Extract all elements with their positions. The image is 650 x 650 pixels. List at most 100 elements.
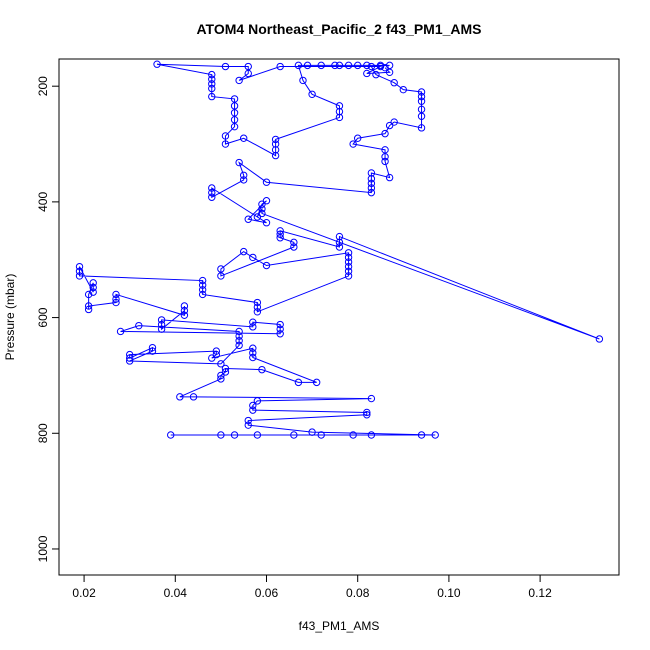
data-point [258, 209, 266, 218]
x-tick-label: 0.04 [164, 586, 188, 600]
data-point [198, 276, 207, 285]
data-point [335, 102, 344, 110]
data-point [381, 129, 389, 138]
data-point [84, 302, 93, 310]
data-point [344, 249, 353, 257]
data-point [176, 393, 184, 401]
x-axis-title: f43_PM1_AMS [299, 619, 380, 633]
data-point [208, 70, 216, 79]
data-point [249, 344, 257, 352]
data-point [135, 321, 143, 330]
data-point [353, 134, 362, 142]
data-point [294, 378, 303, 387]
data-point [367, 175, 376, 183]
data-point [262, 197, 271, 205]
data-point [230, 122, 239, 131]
data-point [221, 132, 230, 140]
data-point [290, 243, 298, 251]
data-point [399, 85, 407, 94]
data-point [335, 107, 344, 116]
data-point [89, 283, 97, 292]
data-point [344, 272, 353, 280]
data-point [244, 62, 252, 71]
data-point [390, 79, 398, 87]
data-point [208, 92, 216, 101]
data-point [148, 343, 157, 352]
data-point [125, 354, 134, 362]
data-point [217, 265, 225, 273]
data-point [208, 193, 216, 201]
data-point [198, 290, 207, 299]
data-point [262, 178, 271, 186]
data-point [253, 298, 262, 307]
data-point [344, 61, 353, 70]
data-point [258, 200, 266, 208]
data-point [417, 105, 426, 114]
data-point [381, 153, 389, 161]
data-point [221, 62, 230, 71]
data-point [385, 121, 394, 130]
data-point [381, 146, 389, 154]
data-point [253, 303, 262, 311]
data-point [112, 295, 120, 303]
data-point [353, 61, 362, 70]
data-point [417, 97, 426, 105]
data-point [235, 332, 243, 340]
data-point [249, 318, 257, 326]
data-point [235, 327, 243, 336]
data-point [157, 325, 166, 333]
data-point [89, 288, 97, 296]
data-point [235, 341, 243, 350]
data-point [385, 173, 394, 182]
data-point [367, 169, 376, 177]
data-point [230, 102, 239, 110]
data-point [271, 135, 280, 144]
data-point [75, 262, 84, 271]
data-point [244, 215, 252, 223]
y-tick-label: 600 [36, 307, 50, 327]
data-point [344, 253, 353, 262]
data-point [331, 61, 339, 70]
data-point [112, 298, 120, 307]
data-point [290, 238, 298, 247]
data-point [271, 151, 280, 160]
data-point [363, 69, 371, 78]
data-point [148, 347, 157, 355]
data-point [221, 368, 230, 376]
data-point [381, 157, 389, 166]
data-point [235, 158, 243, 167]
data-point [208, 184, 216, 192]
data-point [335, 61, 344, 70]
data-point [89, 279, 97, 287]
data-point [75, 267, 84, 276]
data-point [349, 140, 357, 148]
data-point [276, 320, 284, 329]
data-point [230, 116, 239, 124]
data-point [335, 243, 344, 251]
data-point [367, 62, 376, 71]
data-point [249, 353, 257, 362]
data-point [75, 272, 84, 280]
data-point [335, 232, 344, 241]
data-point [317, 431, 325, 439]
data-point [363, 61, 371, 70]
data-point [198, 281, 207, 289]
data-point [208, 80, 216, 88]
data-point [253, 213, 262, 221]
data-point [253, 308, 262, 316]
data-point [167, 431, 175, 439]
data-line [79, 63, 600, 436]
data-point [417, 112, 426, 120]
data-point [276, 227, 284, 235]
data-point [249, 253, 257, 262]
data-point [417, 88, 426, 96]
data-point [385, 68, 394, 77]
x-tick-label: 0.08 [346, 586, 370, 600]
data-point [431, 431, 439, 439]
data-point [417, 92, 426, 101]
data-point [294, 61, 303, 70]
data-point [157, 320, 166, 329]
data-point [157, 316, 166, 324]
data-point [180, 302, 189, 310]
